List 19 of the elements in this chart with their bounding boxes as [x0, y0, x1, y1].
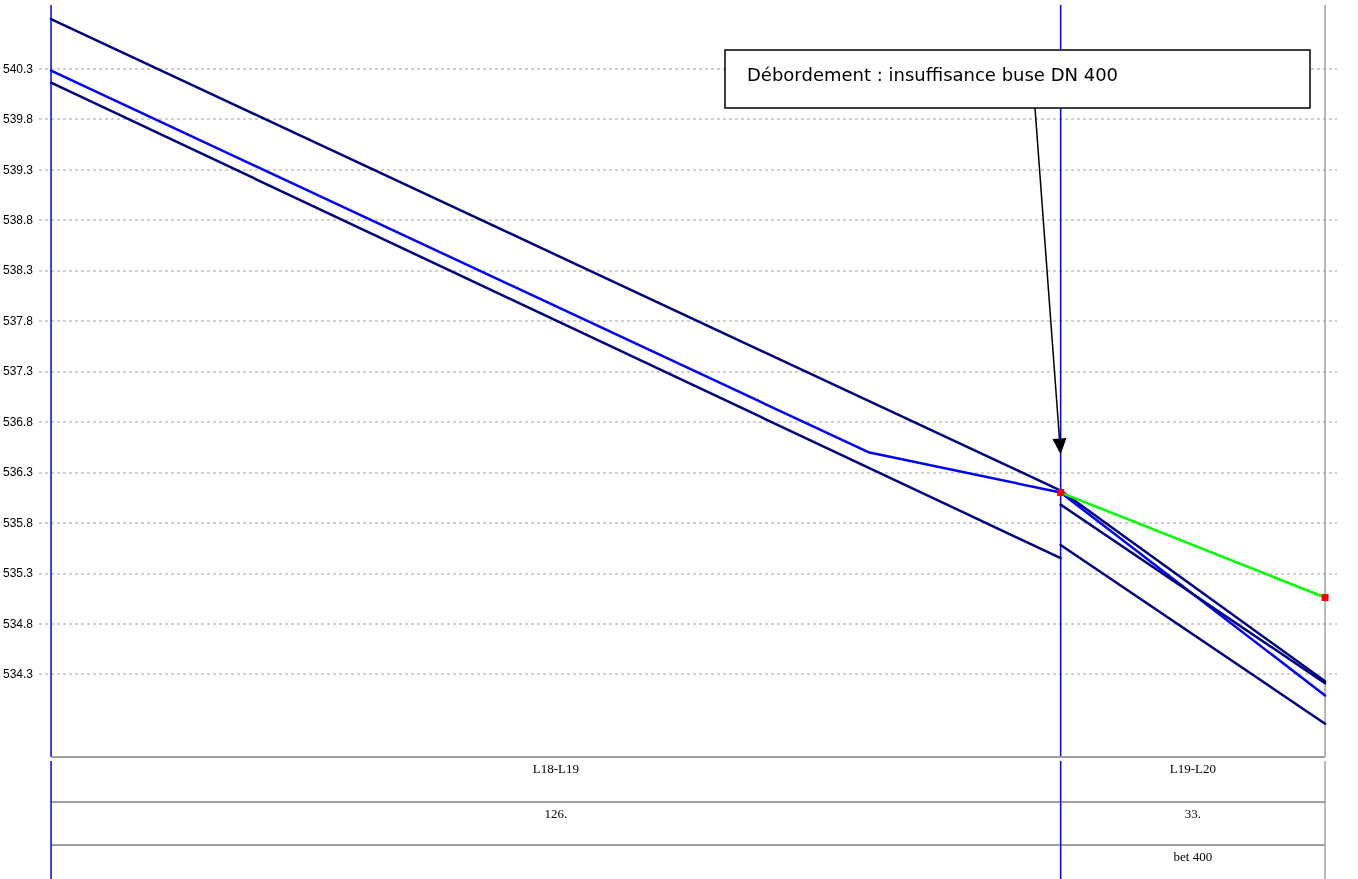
y-tick-label: 534.8	[3, 616, 34, 631]
y-tick-label: 540.3	[3, 61, 34, 76]
text: L18-L19	[532, 761, 579, 776]
y-tick-label: 538.3	[3, 263, 34, 278]
text: bet 400	[1173, 849, 1213, 864]
y-tick-label: 537.3	[3, 364, 34, 379]
y-tick-label: 536.8	[3, 414, 34, 429]
y-tick-label: 539.8	[3, 112, 34, 127]
y-tick-label: 534.3	[3, 667, 34, 682]
y-tick-label: 535.8	[3, 515, 34, 530]
y-tick-label: 538.8	[3, 213, 34, 227]
text: L19-L20	[1169, 761, 1216, 776]
y-tick-label: 537.8	[3, 313, 34, 328]
annotation: Débordement : insuffisance buse DN 400	[725, 50, 1310, 108]
text: 126.	[544, 806, 568, 821]
y-tick-label: 536.3	[3, 465, 34, 480]
y-tick-label: 539.3	[3, 162, 34, 177]
text: 33.	[1184, 806, 1201, 821]
y-tick-label: 535.3	[3, 566, 34, 581]
